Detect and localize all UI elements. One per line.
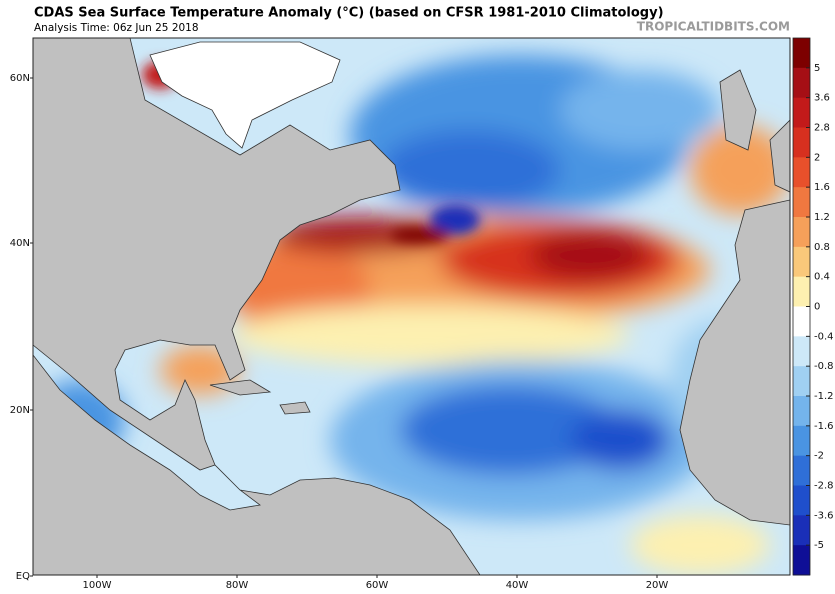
colorbar-band xyxy=(793,187,810,218)
lon-label: 20W xyxy=(646,580,669,590)
colorbar-label: 1.2 xyxy=(814,212,830,223)
colorbar-band xyxy=(793,157,810,188)
colorbar-band xyxy=(793,366,810,397)
lon-label: 40W xyxy=(506,580,529,590)
map-frame xyxy=(32,37,791,576)
colorbar-label: -2 xyxy=(814,451,824,462)
colorbar-band xyxy=(793,485,810,516)
colorbar-label: -0.4 xyxy=(814,331,834,342)
colorbar-label: -2.8 xyxy=(814,481,834,492)
colorbar-band xyxy=(793,515,810,546)
colorbar-label: -1.6 xyxy=(814,421,834,432)
watermark: TROPICALTIDBITS.COM xyxy=(637,20,790,34)
lat-label: 40N xyxy=(10,238,30,249)
colorbar-band xyxy=(793,276,810,307)
colorbar-band xyxy=(793,545,810,576)
title: CDAS Sea Surface Temperature Anomaly (°C… xyxy=(34,6,664,21)
colorbar-label: 3.6 xyxy=(814,93,830,104)
lon-label: 80W xyxy=(226,580,249,590)
lon-label: 60W xyxy=(366,580,389,590)
colorbar-label: -0.8 xyxy=(814,361,834,372)
map-field xyxy=(33,38,790,575)
colorbar-label: 2 xyxy=(814,152,820,163)
colorbar-label: -3.6 xyxy=(814,510,834,521)
colorbar-label: 5 xyxy=(814,63,820,74)
colorbar-label: 0.8 xyxy=(814,242,830,253)
colorbar-label: -1.2 xyxy=(814,391,834,402)
colorbar-band xyxy=(793,97,810,128)
lat-label: 60N xyxy=(10,73,30,84)
lon-label: 100W xyxy=(83,580,112,590)
colorbar-label: 1.6 xyxy=(814,182,830,193)
colorbar-label: 0.4 xyxy=(814,272,830,283)
colorbar-band xyxy=(793,246,810,278)
subtitle: Analysis Time: 06z Jun 25 2018 xyxy=(34,22,199,34)
greenland-ice xyxy=(149,41,341,149)
colorbar-band xyxy=(793,455,810,486)
lat-label: 20N xyxy=(10,405,30,416)
colorbar-band xyxy=(793,306,810,337)
anomaly-field xyxy=(33,55,790,575)
colorbar-band xyxy=(793,336,810,367)
colorbar-band xyxy=(793,38,810,69)
colorbar-band xyxy=(793,396,810,427)
colorbar-label: -5 xyxy=(814,540,824,551)
colorbar-band xyxy=(793,217,810,248)
lat-label: EQ xyxy=(16,571,30,582)
colorbar-band xyxy=(793,67,810,99)
colorbar-label: 2.8 xyxy=(814,123,830,134)
colorbar-label: 0 xyxy=(814,302,820,313)
colorbar-band xyxy=(793,425,810,457)
land xyxy=(33,38,790,575)
colorbar-band xyxy=(793,127,810,158)
